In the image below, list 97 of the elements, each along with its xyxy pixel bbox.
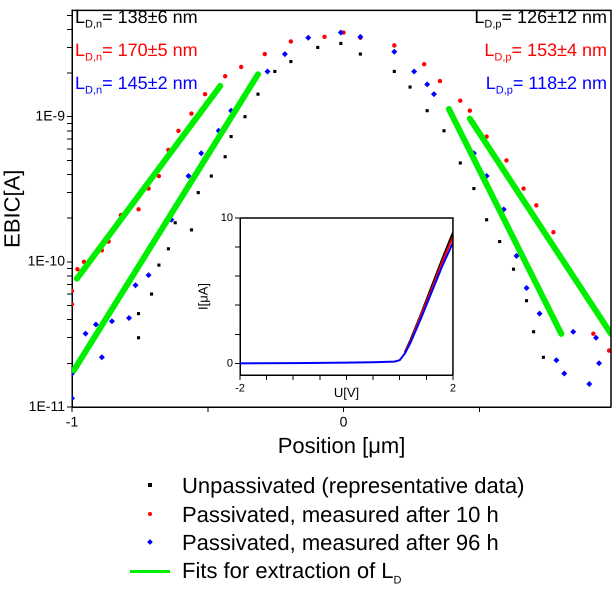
point xyxy=(157,264,160,267)
point xyxy=(392,43,397,48)
point xyxy=(82,330,89,337)
point xyxy=(485,218,488,222)
y-tick-label: 1E-9 xyxy=(35,108,66,124)
annotation: L$_{D,p}$= 118±2 nm xyxy=(486,73,607,97)
point xyxy=(305,34,312,41)
point xyxy=(224,155,227,158)
point xyxy=(514,252,520,259)
point xyxy=(264,68,271,74)
point xyxy=(198,150,204,156)
point xyxy=(166,247,170,250)
point xyxy=(430,91,437,98)
point xyxy=(288,39,294,44)
point xyxy=(411,68,418,74)
point xyxy=(442,129,446,132)
point xyxy=(458,98,462,103)
point xyxy=(422,62,426,66)
point xyxy=(92,322,99,328)
y-axis-title: I[μA] xyxy=(195,283,210,310)
point xyxy=(532,330,536,334)
annotation: L$_{D,n}$= 170±5 nm xyxy=(75,40,198,64)
point xyxy=(468,108,472,113)
point xyxy=(593,334,600,341)
point xyxy=(498,240,502,244)
point xyxy=(238,64,244,70)
point xyxy=(316,46,320,50)
annotation: L$_{D,p}$= 126±12 nm xyxy=(474,7,607,31)
point xyxy=(202,92,208,96)
point xyxy=(132,282,139,288)
y-tick-label: 1E-11 xyxy=(28,398,66,414)
y-axis-title: EBIC[A] xyxy=(0,170,24,248)
y-tick-label: 10 xyxy=(220,212,233,224)
point xyxy=(524,285,530,292)
x-axis-title: U[V] xyxy=(334,384,360,400)
x-tick-label: 2 xyxy=(450,382,456,395)
point xyxy=(392,70,396,74)
point xyxy=(512,268,516,271)
point xyxy=(322,34,327,40)
point xyxy=(273,70,276,74)
point xyxy=(126,315,132,322)
point xyxy=(596,360,602,366)
point xyxy=(289,60,292,64)
point xyxy=(570,328,576,335)
annotation: L$_{D,n}$= 138±6 nm xyxy=(75,7,198,31)
point xyxy=(136,336,140,340)
point xyxy=(185,173,192,180)
y-tick-label: 1E-10 xyxy=(28,252,66,269)
annotation: L$_{D,p}$= 153±4 nm xyxy=(484,40,607,64)
x-axis-title: Position [μm] xyxy=(278,432,406,458)
annotation: L$_{D,n}$= 145±2 nm xyxy=(75,73,198,97)
point xyxy=(222,74,228,78)
point xyxy=(98,354,105,360)
point xyxy=(230,134,233,138)
point xyxy=(174,221,177,224)
point xyxy=(536,310,543,317)
point xyxy=(262,52,267,56)
point xyxy=(150,292,154,296)
point xyxy=(408,86,412,89)
point xyxy=(438,78,442,84)
point xyxy=(210,174,213,178)
point xyxy=(189,111,194,116)
point xyxy=(391,48,398,55)
point xyxy=(190,228,194,232)
legend-label: Passivated, measured after 96 h xyxy=(182,530,499,556)
point xyxy=(136,312,140,316)
x-tick-label: -1 xyxy=(66,413,78,430)
point xyxy=(196,191,200,194)
point xyxy=(534,203,539,208)
legend-label: Unpassivated (representative data) xyxy=(182,473,524,500)
point xyxy=(524,299,528,302)
point xyxy=(176,128,181,133)
point xyxy=(551,230,556,234)
point xyxy=(458,161,462,165)
point xyxy=(338,30,344,36)
legend-label: Fits for extraction of L$_{D}$ xyxy=(182,558,402,586)
point xyxy=(521,186,526,191)
point xyxy=(424,81,430,88)
point xyxy=(591,331,596,336)
point xyxy=(553,357,560,364)
point xyxy=(282,51,288,58)
point xyxy=(504,158,509,163)
point xyxy=(146,272,152,278)
point xyxy=(358,52,362,56)
point xyxy=(426,109,429,112)
point xyxy=(243,115,247,118)
point xyxy=(75,267,80,272)
point xyxy=(256,92,260,96)
legend-label: Passivated, measured after 10 h xyxy=(182,502,499,528)
x-tick-label: -2 xyxy=(235,382,245,395)
point xyxy=(108,318,115,324)
point xyxy=(472,186,476,190)
point xyxy=(586,381,592,388)
point xyxy=(542,356,545,359)
point xyxy=(561,370,568,377)
point xyxy=(339,42,342,45)
point xyxy=(136,207,141,212)
